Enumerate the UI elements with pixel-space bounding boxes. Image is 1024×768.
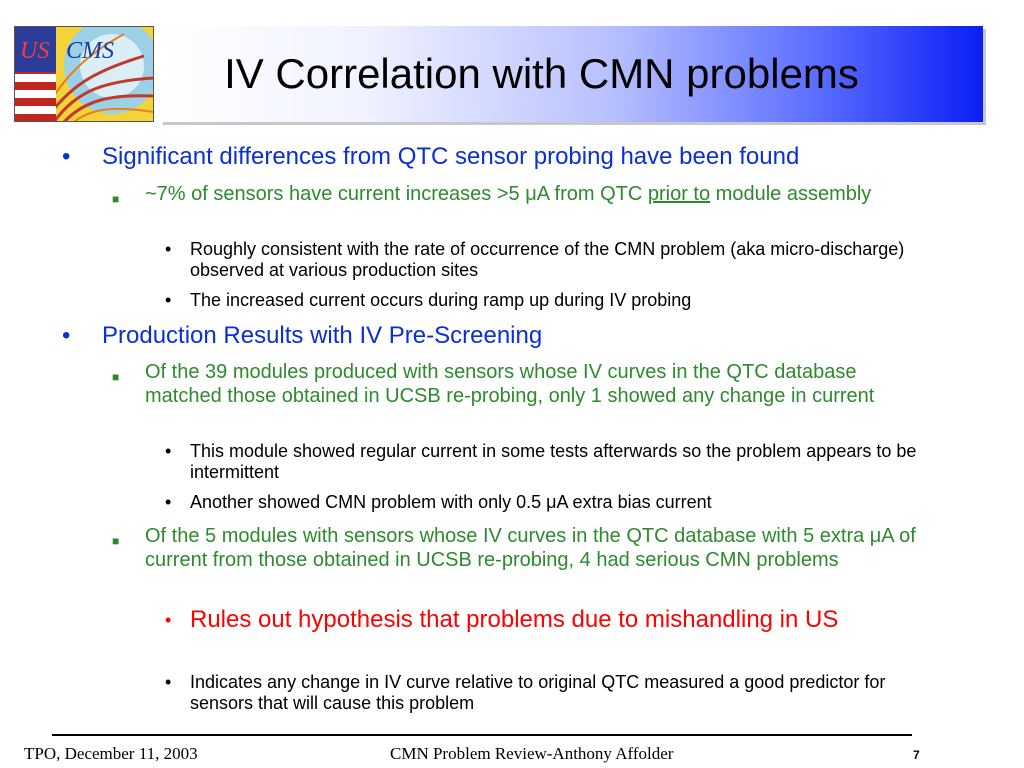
bullet-text: Another showed CMN problem with only 0.5…	[190, 492, 712, 512]
bullet-text: ~7% of sensors have current increases >5…	[145, 182, 922, 206]
bullet-level3-emphasis: • Rules out hypothesis that problems due…	[165, 606, 925, 634]
title-bar: IV Correlation with CMN problems	[160, 26, 983, 122]
bullet-dot: •	[165, 672, 172, 692]
logo-text-us: US	[20, 38, 50, 64]
bullet-level3: • Another showed CMN problem with only 0…	[165, 492, 925, 513]
bullet-level2: ■ Of the 39 modules produced with sensor…	[112, 360, 922, 408]
footer-divider	[52, 734, 912, 736]
bullet-dot: •	[165, 290, 172, 310]
slide-title: IV Correlation with CMN problems	[224, 50, 859, 97]
text-part: ~7% of sensors have current increases >5…	[145, 183, 648, 205]
footer-date: TPO, December 11, 2003	[24, 744, 198, 763]
bullet-level3: • Indicates any change in IV curve relat…	[165, 672, 925, 714]
bullet-dot: •	[165, 441, 172, 461]
bullet-text: Production Results with IV Pre-Screening	[102, 322, 543, 349]
bullet-text: Rules out hypothesis that problems due t…	[190, 606, 839, 633]
bullet-dot: •	[165, 239, 172, 259]
bullet-dot: •	[165, 492, 172, 512]
bullet-text: The increased current occurs during ramp…	[190, 290, 692, 310]
bullet-dot: •	[62, 143, 71, 170]
bullet-text: Significant differences from QTC sensor …	[102, 143, 800, 170]
bullet-text: Roughly consistent with the rate of occu…	[190, 239, 905, 280]
bullet-level2: ■ ~7% of sensors have current increases …	[112, 182, 922, 206]
bullet-level3: • This module showed regular current in …	[165, 441, 925, 483]
bullet-text: Of the 5 modules with sensors whose IV c…	[145, 525, 916, 571]
bullet-level1: • Production Results with IV Pre-Screeni…	[62, 322, 972, 350]
bullet-level3: • Roughly consistent with the rate of oc…	[165, 239, 925, 281]
bullet-level3: • The increased current occurs during ra…	[165, 290, 925, 311]
bullet-square: ■	[112, 192, 120, 206]
text-part: module assembly	[710, 183, 872, 205]
logo-text-cms: CMS	[66, 38, 114, 64]
bullet-text: Indicates any change in IV curve relativ…	[190, 672, 886, 713]
bullet-dot: •	[165, 610, 172, 630]
bullet-dot: •	[62, 322, 71, 349]
page-number: 7	[913, 748, 920, 762]
bullet-square: ■	[112, 370, 120, 384]
bullet-level2: ■ Of the 5 modules with sensors whose IV…	[112, 524, 922, 572]
bullet-level1: • Significant differences from QTC senso…	[62, 143, 972, 171]
us-cms-logo: US CMS	[14, 26, 154, 122]
bullet-text: Of the 39 modules produced with sensors …	[145, 361, 875, 407]
underlined-text: prior to	[647, 183, 711, 205]
footer-title: CMN Problem Review-Anthony Affolder	[390, 744, 674, 763]
bullet-text: This module showed regular current in so…	[190, 441, 917, 482]
bullet-square: ■	[112, 534, 120, 548]
